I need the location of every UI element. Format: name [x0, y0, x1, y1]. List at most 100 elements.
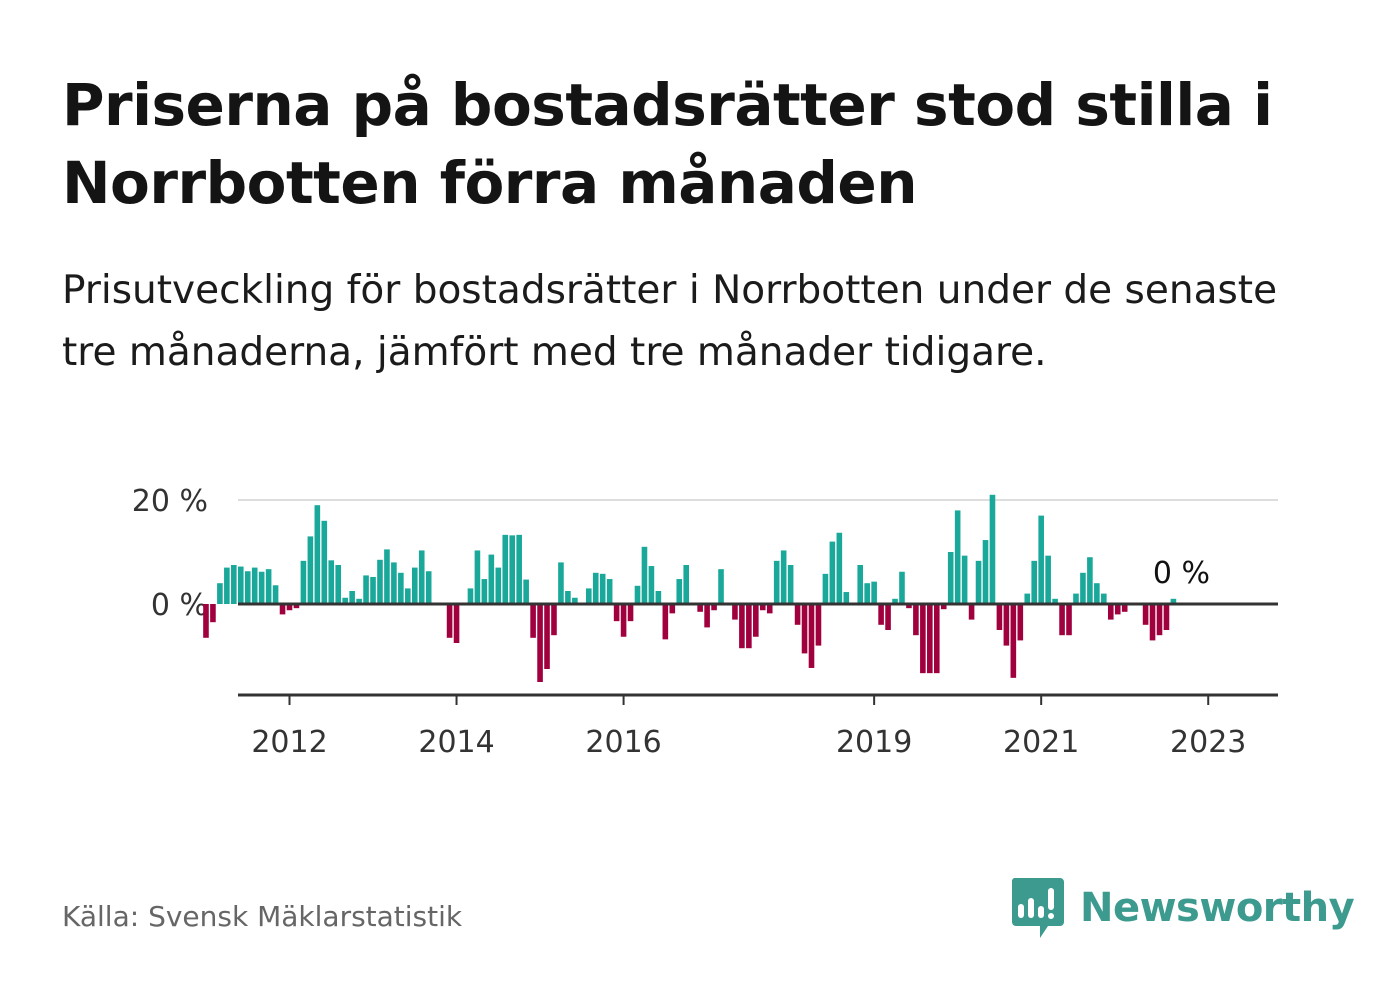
bar	[732, 604, 738, 620]
bar	[989, 494, 996, 604]
bar	[606, 579, 613, 604]
bar	[857, 565, 864, 604]
bar	[676, 579, 683, 604]
bar	[975, 560, 982, 604]
bar	[648, 566, 655, 604]
bar	[251, 567, 258, 604]
bar	[398, 572, 404, 604]
bar	[1149, 604, 1156, 641]
bar	[592, 572, 599, 604]
bar	[1024, 593, 1031, 604]
bar	[940, 604, 947, 610]
bar	[321, 520, 328, 604]
bar	[300, 560, 307, 604]
bar	[878, 604, 884, 625]
brand-name: Newsworthy	[1080, 885, 1355, 931]
bar	[982, 540, 989, 604]
bar	[634, 585, 641, 604]
bar	[467, 588, 474, 604]
bar	[544, 604, 550, 669]
bar	[474, 550, 481, 604]
bar	[1003, 604, 1010, 646]
bar	[996, 604, 1003, 630]
bar	[488, 554, 495, 604]
bar	[906, 604, 912, 609]
bar	[627, 604, 634, 622]
bar	[794, 604, 801, 625]
bar	[1073, 593, 1079, 604]
bar	[822, 573, 829, 604]
y-tick-label: 20 %	[132, 484, 208, 519]
bar	[613, 604, 620, 622]
bar	[927, 604, 933, 674]
bar	[843, 592, 850, 604]
bar	[780, 550, 787, 604]
bar	[836, 532, 843, 604]
bar-chart: 0 % 20 % 2012 2014 2016 2019 2021 2023 0 %	[132, 484, 1278, 760]
bar	[954, 510, 961, 604]
bar	[530, 604, 536, 638]
bar	[683, 565, 690, 604]
bar	[210, 604, 216, 623]
bar	[746, 604, 752, 649]
bar	[1080, 572, 1086, 604]
bar	[293, 604, 300, 609]
bar	[961, 555, 968, 604]
bar	[599, 573, 606, 604]
bar	[1045, 555, 1051, 604]
bar	[1163, 604, 1170, 630]
bar	[537, 604, 543, 682]
bar	[718, 569, 724, 604]
bar	[446, 604, 453, 638]
bar	[1059, 604, 1065, 636]
bar	[342, 597, 348, 604]
bar	[620, 604, 627, 637]
bar	[516, 534, 522, 604]
bar	[1156, 604, 1163, 636]
bar	[1087, 557, 1093, 604]
bar	[217, 583, 223, 604]
bar	[585, 588, 592, 604]
latest-value-label: 0 %	[1153, 556, 1210, 591]
bar	[411, 567, 418, 604]
bar	[864, 583, 870, 604]
bar	[808, 604, 815, 668]
bar	[787, 565, 794, 604]
chart-subtitle: Prisutveckling för bostadsrätter i Norrb…	[62, 268, 1278, 375]
bar	[885, 604, 891, 630]
bar	[899, 571, 905, 604]
bar	[815, 604, 822, 646]
x-tick-label: 2021	[1003, 725, 1079, 760]
bar	[335, 565, 342, 604]
bar	[279, 604, 286, 615]
bar	[766, 604, 773, 614]
x-tick-label: 2023	[1170, 725, 1246, 760]
bar	[829, 541, 836, 604]
bar	[509, 535, 516, 604]
bar	[920, 604, 926, 674]
bar	[711, 604, 717, 611]
bar	[231, 565, 237, 604]
x-tick-label: 2019	[836, 725, 912, 760]
bar	[1170, 598, 1177, 604]
bar	[453, 604, 460, 643]
bar	[1017, 604, 1024, 641]
bar	[572, 597, 578, 604]
bar	[502, 534, 509, 604]
bar	[286, 604, 293, 611]
bar	[370, 576, 376, 604]
bar	[384, 549, 390, 604]
bar	[425, 571, 432, 604]
bar	[265, 569, 272, 604]
bar	[1142, 604, 1149, 625]
bar	[913, 604, 919, 636]
chart-title: Priserna på bostadsrätter stod stilla i …	[62, 71, 1273, 217]
bar	[1066, 604, 1072, 636]
bar	[356, 598, 362, 604]
bar	[391, 562, 397, 604]
bar	[773, 560, 780, 604]
bar	[377, 559, 383, 604]
x-tick-label: 2014	[418, 725, 494, 760]
bar	[307, 536, 314, 604]
bar	[272, 585, 279, 604]
